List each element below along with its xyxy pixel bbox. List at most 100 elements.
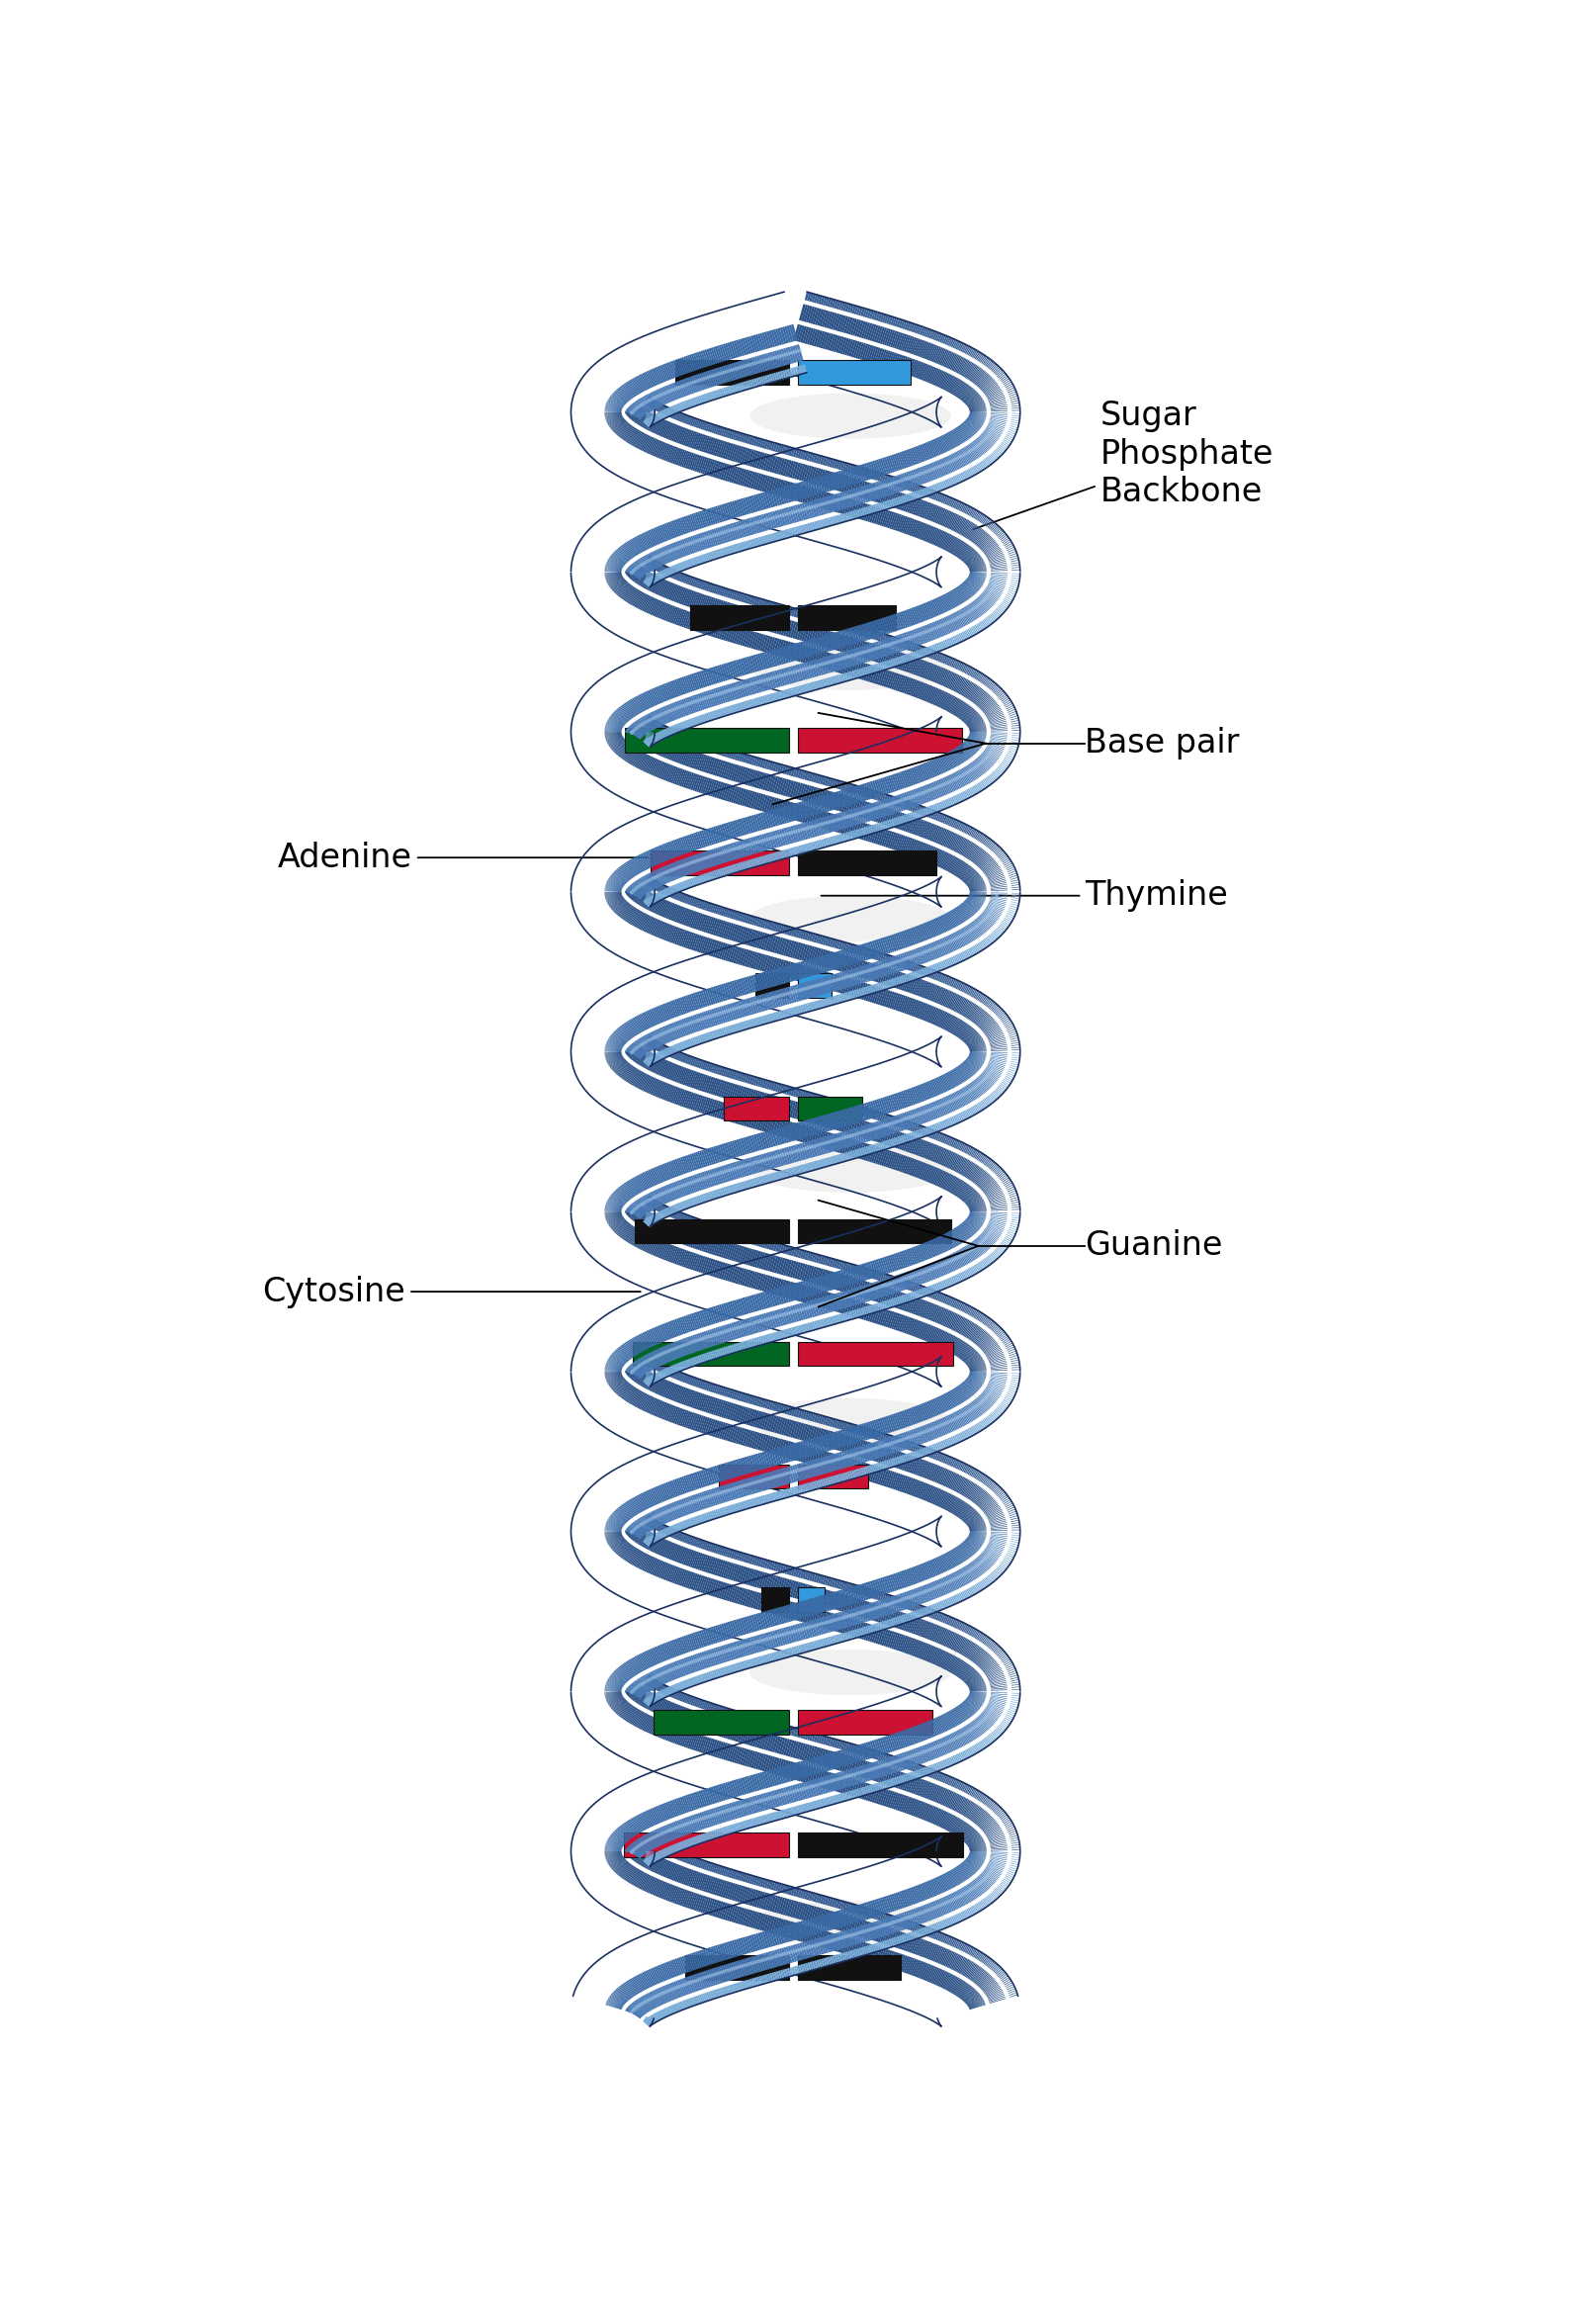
Polygon shape <box>744 1910 751 1927</box>
Polygon shape <box>1000 923 1008 930</box>
Polygon shape <box>940 437 948 451</box>
Polygon shape <box>968 1197 982 1206</box>
Polygon shape <box>971 467 976 474</box>
Polygon shape <box>671 1822 679 1838</box>
Polygon shape <box>937 1466 944 1483</box>
Polygon shape <box>935 758 944 774</box>
Polygon shape <box>625 1529 642 1532</box>
Polygon shape <box>987 1831 1003 1838</box>
Polygon shape <box>808 1801 813 1810</box>
Polygon shape <box>952 614 962 627</box>
Polygon shape <box>740 753 745 762</box>
Polygon shape <box>914 1924 919 1931</box>
Polygon shape <box>851 1585 856 1592</box>
Polygon shape <box>683 1202 688 1208</box>
Polygon shape <box>911 337 918 353</box>
Polygon shape <box>827 1434 834 1450</box>
Polygon shape <box>644 1197 650 1204</box>
Polygon shape <box>819 1931 827 1948</box>
Polygon shape <box>606 1362 622 1369</box>
Polygon shape <box>644 581 650 586</box>
Polygon shape <box>957 930 967 946</box>
Polygon shape <box>712 425 715 432</box>
Polygon shape <box>677 999 683 1016</box>
Polygon shape <box>922 1882 930 1899</box>
Polygon shape <box>812 1801 816 1810</box>
Polygon shape <box>628 727 641 739</box>
Polygon shape <box>951 751 959 765</box>
Polygon shape <box>647 897 653 904</box>
Polygon shape <box>677 1706 685 1722</box>
Polygon shape <box>644 581 650 588</box>
Polygon shape <box>794 1327 797 1334</box>
Polygon shape <box>766 353 772 370</box>
Polygon shape <box>742 1566 748 1583</box>
Polygon shape <box>998 1971 1005 1978</box>
Polygon shape <box>658 1722 666 1738</box>
Polygon shape <box>764 955 770 971</box>
Polygon shape <box>758 1134 764 1150</box>
Polygon shape <box>965 899 978 911</box>
Polygon shape <box>911 999 918 1016</box>
Polygon shape <box>913 1641 919 1657</box>
Polygon shape <box>794 825 802 841</box>
Polygon shape <box>614 1699 626 1710</box>
Polygon shape <box>614 1541 626 1552</box>
Polygon shape <box>677 1211 682 1220</box>
Polygon shape <box>674 1887 682 1903</box>
Polygon shape <box>872 1627 878 1643</box>
Polygon shape <box>723 1943 729 1959</box>
Polygon shape <box>764 1634 770 1650</box>
Polygon shape <box>660 1211 666 1218</box>
Polygon shape <box>694 397 698 407</box>
Polygon shape <box>850 1769 857 1785</box>
Polygon shape <box>951 1734 960 1748</box>
Polygon shape <box>777 351 783 367</box>
Polygon shape <box>634 1041 645 1055</box>
Polygon shape <box>933 804 938 813</box>
Polygon shape <box>959 474 963 481</box>
Polygon shape <box>943 1950 951 1966</box>
Polygon shape <box>880 830 886 846</box>
Polygon shape <box>949 1229 959 1246</box>
Polygon shape <box>644 581 650 588</box>
Polygon shape <box>989 1701 1005 1710</box>
Polygon shape <box>970 788 975 795</box>
Polygon shape <box>747 1776 753 1792</box>
Polygon shape <box>979 1473 984 1480</box>
Polygon shape <box>753 379 758 386</box>
Polygon shape <box>636 720 647 734</box>
Polygon shape <box>940 1813 948 1827</box>
Polygon shape <box>938 653 943 662</box>
Polygon shape <box>872 825 876 832</box>
Polygon shape <box>710 1671 715 1680</box>
Polygon shape <box>607 1055 623 1064</box>
Polygon shape <box>978 1174 990 1188</box>
Polygon shape <box>682 1817 690 1834</box>
Polygon shape <box>606 1683 622 1690</box>
Polygon shape <box>867 1146 873 1162</box>
Polygon shape <box>750 1555 753 1564</box>
Polygon shape <box>872 507 878 523</box>
Polygon shape <box>984 1822 998 1834</box>
Polygon shape <box>647 1513 655 1529</box>
Polygon shape <box>620 1385 631 1399</box>
Polygon shape <box>639 1838 649 1852</box>
Polygon shape <box>840 941 845 951</box>
Polygon shape <box>625 407 642 414</box>
Polygon shape <box>997 1968 1003 1975</box>
Polygon shape <box>644 1541 650 1548</box>
Polygon shape <box>647 553 657 569</box>
Polygon shape <box>963 1143 968 1153</box>
Polygon shape <box>683 451 690 467</box>
Polygon shape <box>763 1334 767 1343</box>
Polygon shape <box>1001 1722 1008 1727</box>
Polygon shape <box>607 558 623 567</box>
Polygon shape <box>859 509 864 518</box>
Polygon shape <box>644 2020 650 2027</box>
Polygon shape <box>615 1541 626 1552</box>
Polygon shape <box>766 1771 774 1787</box>
Polygon shape <box>653 1536 661 1552</box>
Polygon shape <box>631 1390 641 1404</box>
Polygon shape <box>933 690 943 706</box>
